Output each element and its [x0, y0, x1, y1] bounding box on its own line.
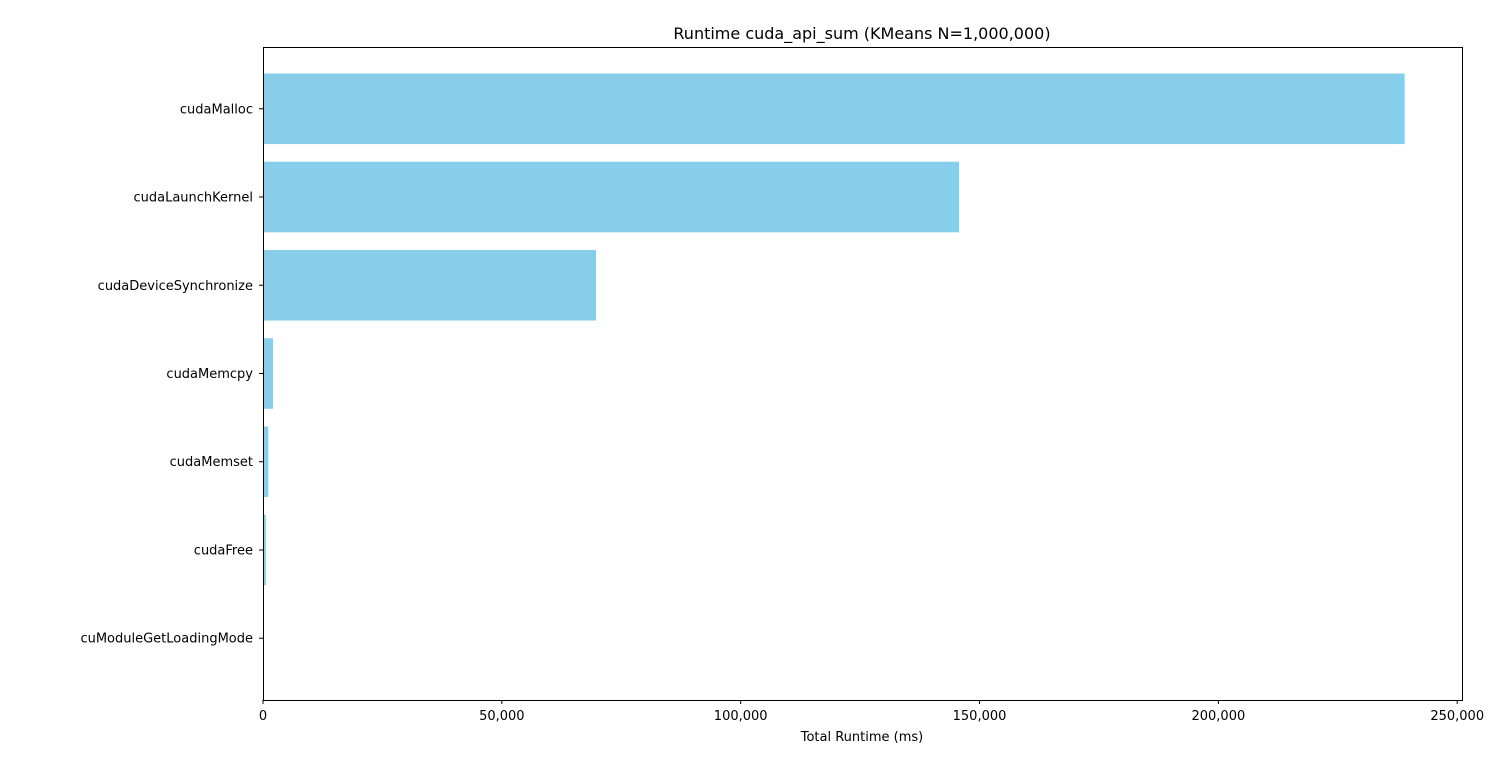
x-tick-label: 150,000 — [953, 709, 1007, 724]
bars-layer — [263, 73, 1405, 586]
chart-title: Runtime cuda_api_sum (KMeans N=1,000,000… — [673, 24, 1050, 44]
y-tick-label: cudaLaunchKernel — [133, 191, 253, 206]
x-tick-label: 100,000 — [714, 709, 768, 724]
x-tick-label: 200,000 — [1191, 709, 1245, 724]
bar-cudaLaunchKernel — [263, 161, 959, 233]
x-tick-label: 50,000 — [479, 709, 525, 724]
y-tick-label: cuModuleGetLoadingMode — [80, 632, 253, 647]
y-tick-label: cudaFree — [194, 543, 253, 558]
bar-cudaFree — [263, 514, 266, 586]
bar-cudaMemset — [263, 426, 269, 498]
y-tick-label: cudaDeviceSynchronize — [98, 279, 253, 294]
x-axis-label: Total Runtime (ms) — [800, 730, 924, 745]
bar-cudaDeviceSynchronize — [263, 249, 596, 321]
plot-frame — [263, 47, 1463, 701]
x-tick-label: 250,000 — [1430, 709, 1484, 724]
axes-layer: cudaMalloc cudaLaunchKernel cudaDeviceSync… — [80, 47, 1484, 724]
bar-cudaMalloc — [263, 73, 1405, 145]
x-tick-label: 0 — [259, 709, 267, 724]
y-tick-label: cudaMalloc — [180, 102, 253, 117]
bar-cudaMemcpy — [263, 338, 274, 409]
y-tick-label: cudaMemcpy — [166, 367, 253, 382]
y-tick-label: cudaMemset — [170, 455, 253, 470]
